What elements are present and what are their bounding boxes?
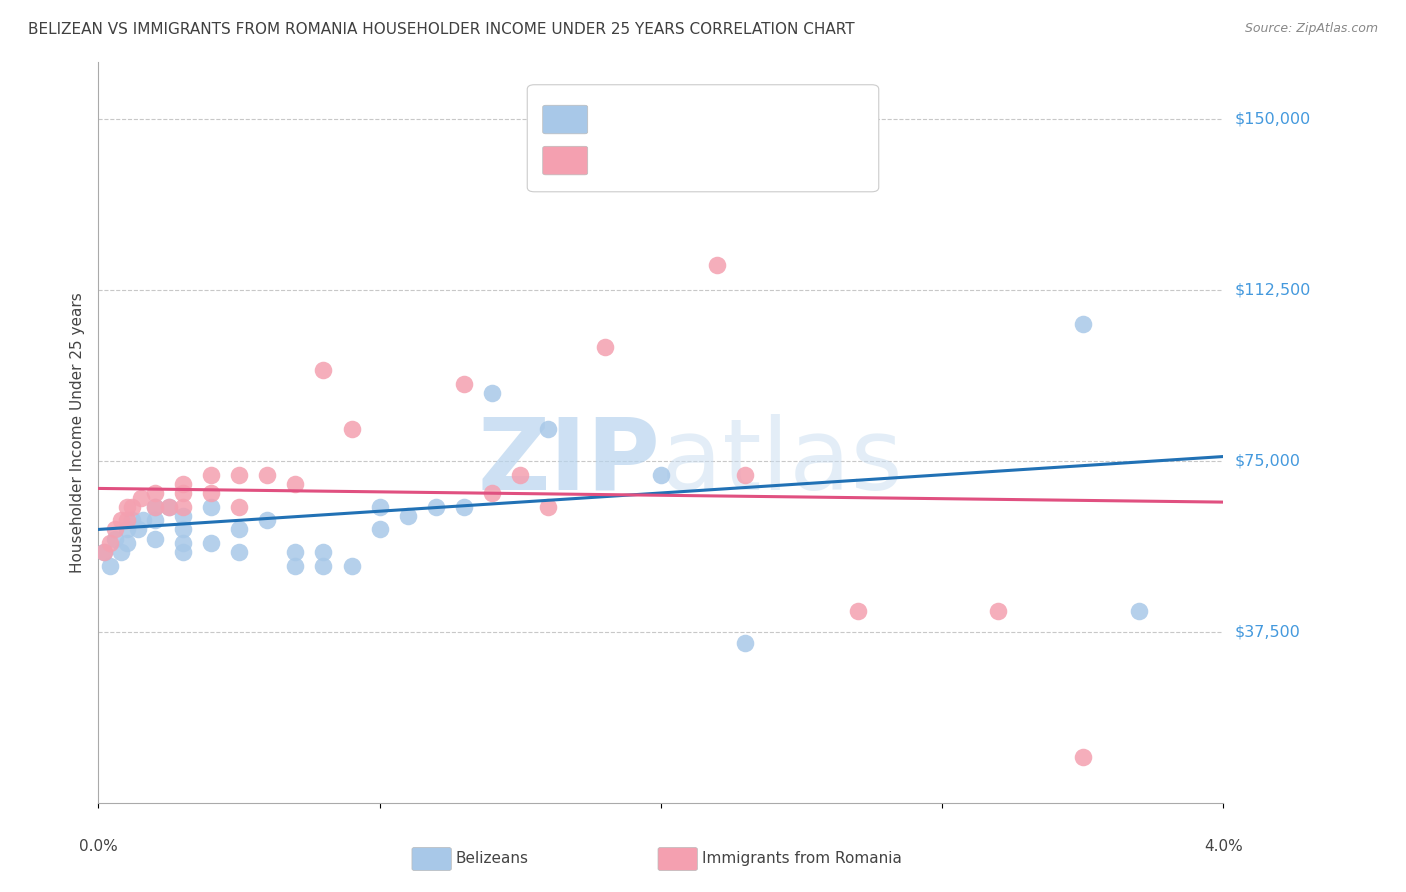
Text: $75,000: $75,000	[1234, 454, 1301, 468]
Point	[284, 545, 307, 559]
Point	[93, 545, 115, 559]
Point	[157, 500, 180, 514]
Point	[453, 376, 475, 391]
Point	[98, 558, 121, 573]
Text: 4.0%: 4.0%	[1204, 839, 1243, 855]
Point	[121, 513, 143, 527]
Point	[127, 523, 149, 537]
Point	[1128, 604, 1150, 618]
Point	[115, 513, 138, 527]
Text: Source: ZipAtlas.com: Source: ZipAtlas.com	[1244, 22, 1378, 36]
Point	[172, 486, 194, 500]
Text: $150,000: $150,000	[1234, 112, 1310, 127]
Point	[172, 523, 194, 537]
Point	[172, 508, 194, 523]
Text: BELIZEAN VS IMMIGRANTS FROM ROMANIA HOUSEHOLDER INCOME UNDER 25 YEARS CORRELATIO: BELIZEAN VS IMMIGRANTS FROM ROMANIA HOUS…	[28, 22, 855, 37]
Text: R =: R =	[596, 150, 633, 164]
Point	[172, 500, 194, 514]
Point	[110, 545, 132, 559]
Point	[143, 500, 166, 514]
Point	[425, 500, 447, 514]
Point	[143, 486, 166, 500]
Point	[93, 545, 115, 559]
Text: 0.0%: 0.0%	[79, 839, 118, 855]
Point	[129, 491, 152, 505]
Text: N =: N =	[685, 107, 740, 121]
Point	[284, 476, 307, 491]
Point	[734, 636, 756, 650]
Text: Belizeans: Belizeans	[456, 851, 529, 865]
Point	[157, 500, 180, 514]
Point	[115, 536, 138, 550]
Point	[228, 500, 250, 514]
Point	[340, 558, 363, 573]
Point	[172, 536, 194, 550]
Point	[200, 486, 222, 500]
Point	[1071, 318, 1094, 332]
Text: 32: 32	[738, 150, 756, 164]
Point	[132, 513, 155, 527]
Point	[987, 604, 1010, 618]
Point	[228, 467, 250, 482]
Point	[228, 523, 250, 537]
Point	[537, 422, 560, 436]
Point	[368, 523, 391, 537]
Point	[509, 467, 531, 482]
Point	[200, 536, 222, 550]
Point	[143, 513, 166, 527]
Y-axis label: Householder Income Under 25 years: Householder Income Under 25 years	[69, 293, 84, 573]
Point	[121, 500, 143, 514]
Point	[312, 558, 335, 573]
Point	[256, 513, 278, 527]
Point	[98, 536, 121, 550]
Text: ZIP: ZIP	[478, 414, 661, 511]
Text: Immigrants from Romania: Immigrants from Romania	[702, 851, 901, 865]
Text: N =: N =	[690, 150, 745, 164]
Point	[284, 558, 307, 573]
Point	[650, 467, 672, 482]
Point	[368, 500, 391, 514]
Point	[537, 500, 560, 514]
Point	[172, 545, 194, 559]
Point	[481, 486, 503, 500]
Point	[846, 604, 869, 618]
Point	[256, 467, 278, 482]
Point	[143, 500, 166, 514]
Point	[115, 500, 138, 514]
Point	[396, 508, 419, 523]
Text: atlas: atlas	[661, 414, 903, 511]
Text: $37,500: $37,500	[1234, 624, 1301, 640]
Text: 38: 38	[734, 107, 752, 121]
Text: $112,500: $112,500	[1234, 283, 1310, 298]
Point	[200, 467, 222, 482]
Point	[312, 545, 335, 559]
Point	[104, 523, 127, 537]
Point	[706, 258, 728, 272]
Point	[143, 532, 166, 546]
Text: -0.040: -0.040	[627, 150, 682, 164]
Point	[1071, 750, 1094, 764]
Point	[453, 500, 475, 514]
Point	[312, 363, 335, 377]
Point	[172, 476, 194, 491]
Point	[110, 513, 132, 527]
Point	[200, 500, 222, 514]
Point	[593, 340, 616, 354]
Point	[340, 422, 363, 436]
Text: R =: R =	[596, 107, 633, 121]
Point	[104, 532, 127, 546]
Text: 0.257: 0.257	[627, 107, 672, 121]
Point	[481, 385, 503, 400]
Point	[228, 545, 250, 559]
Point	[115, 523, 138, 537]
Point	[734, 467, 756, 482]
